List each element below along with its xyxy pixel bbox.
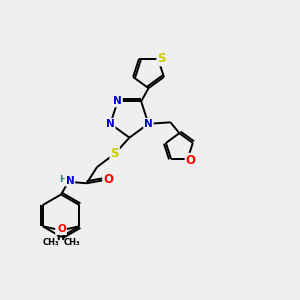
Text: S: S (110, 147, 119, 160)
Text: H: H (59, 175, 67, 184)
Text: N: N (144, 119, 153, 129)
Text: CH₃: CH₃ (42, 238, 59, 247)
Text: S: S (157, 52, 166, 65)
Text: O: O (57, 224, 66, 234)
Text: N: N (113, 96, 122, 106)
Text: N: N (65, 176, 74, 186)
Text: O: O (103, 172, 113, 186)
Text: N: N (106, 119, 115, 129)
Text: O: O (186, 154, 196, 167)
Text: CH₃: CH₃ (63, 238, 80, 247)
Text: O: O (56, 224, 65, 234)
